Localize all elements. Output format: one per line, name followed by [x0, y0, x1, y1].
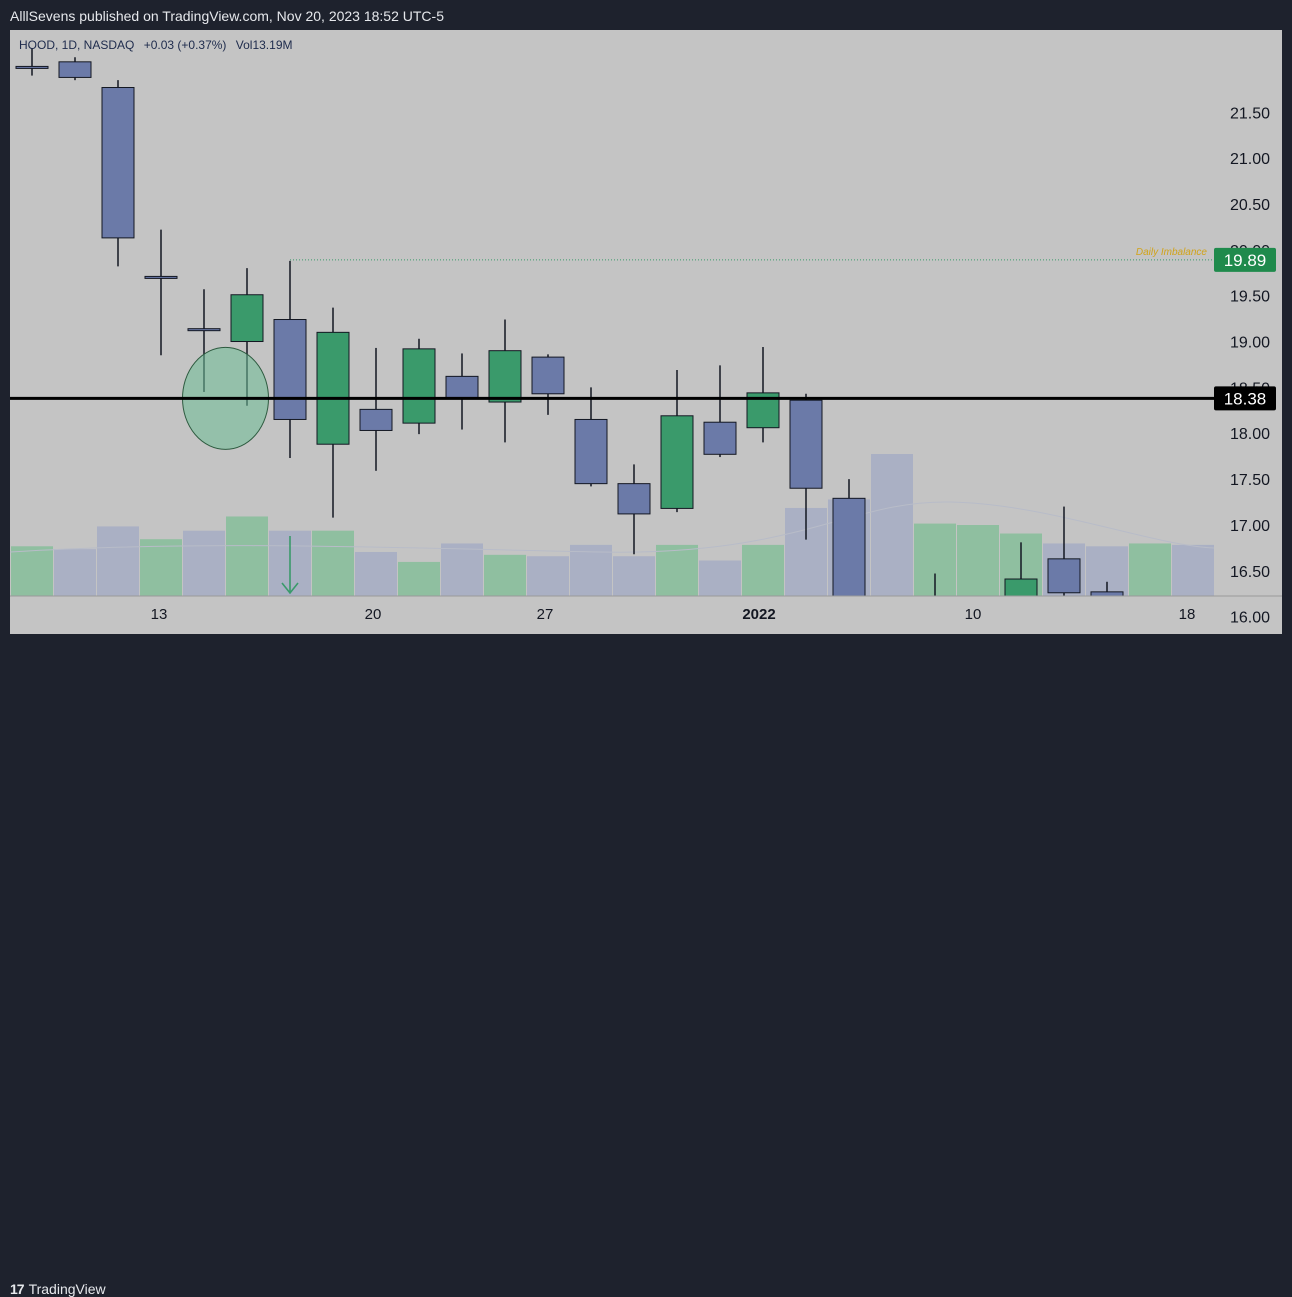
y-tick-label: 19.50 — [1230, 289, 1270, 306]
candle-body — [1090, 591, 1124, 596]
candle-body — [488, 350, 522, 403]
volume-bar — [312, 530, 354, 596]
volume-bar — [527, 556, 569, 596]
brand-label: TradingView — [28, 1281, 106, 1297]
candle-body — [445, 375, 479, 399]
candle-body — [832, 497, 866, 596]
candlestick-chart[interactable]: Daily Imbalance21.5021.0020.5020.0019.50… — [0, 0, 1292, 672]
published-caption: AlllSevens published on TradingView.com,… — [10, 8, 444, 24]
candle-body — [402, 348, 436, 424]
volume-bar — [1129, 543, 1171, 596]
candle-body — [359, 408, 393, 431]
volume-bar — [355, 551, 397, 596]
volume-bar — [871, 454, 913, 596]
volume-bar — [226, 516, 268, 596]
daily-imbalance-label: Daily Imbalance — [1136, 247, 1208, 258]
y-tick-label: 21.50 — [1230, 105, 1270, 122]
key-level-badge — [1214, 386, 1276, 411]
tradingview-brand[interactable]: 17 TradingView — [10, 1281, 106, 1297]
x-tick-label: 27 — [537, 606, 554, 623]
volume-bar — [441, 543, 483, 596]
volume-bar — [699, 560, 741, 596]
x-tick-label: 2022 — [742, 606, 775, 623]
y-tick-label: 17.00 — [1230, 518, 1270, 535]
price-change: +0.03 (+0.37%) — [143, 38, 227, 52]
volume-bar — [957, 525, 999, 596]
candle-body — [789, 399, 823, 489]
volume-bar — [97, 526, 139, 596]
volume-info: Vol13.19M — [235, 38, 293, 52]
y-tick-label: 16.00 — [1230, 610, 1270, 627]
y-tick-label: 20.50 — [1230, 197, 1270, 214]
x-tick-label: 18 — [1179, 606, 1196, 623]
candle-body — [703, 421, 737, 455]
volume-bar — [11, 546, 53, 596]
top-bar: AlllSevens published on TradingView.com,… — [0, 0, 1292, 30]
volume-bar — [742, 544, 784, 596]
down-arrow-icon — [281, 536, 299, 595]
imbalance-value: 19.89 — [1224, 251, 1267, 270]
candle-body — [58, 61, 92, 78]
volume-bar — [54, 549, 96, 596]
key-level-value: 18.38 — [1224, 389, 1267, 408]
candle-body — [919, 628, 951, 635]
y-tick-label: 19.00 — [1230, 335, 1270, 352]
candle-body — [316, 331, 350, 445]
candle-body — [574, 418, 608, 485]
plot-area: Daily Imbalance — [10, 48, 1214, 635]
candle-body — [531, 356, 565, 395]
volume-bar — [613, 556, 655, 596]
volume-bar — [183, 530, 225, 596]
x-tick-label: 13 — [151, 606, 168, 623]
bottom-bar: 17 TradingView — [0, 636, 1292, 1297]
candle-body — [15, 65, 49, 69]
symbol-legend[interactable]: HOOD, 1D, NASDAQ +0.03 (+0.37%) Vol13.19… — [19, 38, 299, 52]
volume-bar — [484, 554, 526, 596]
candle-body — [962, 630, 994, 632]
tradingview-logo-icon: 17 — [10, 1281, 25, 1297]
volume-bar — [140, 539, 182, 596]
candle-body — [1004, 578, 1038, 596]
candle-body — [101, 87, 135, 239]
candle-body — [230, 294, 264, 343]
x-tick-label: 10 — [965, 606, 982, 623]
candle-body — [144, 275, 178, 279]
candle-body — [660, 415, 694, 509]
volume-bar — [1172, 544, 1214, 596]
candle-body — [1047, 558, 1081, 594]
volume-bar — [656, 544, 698, 596]
volume-ma-line — [10, 501, 1214, 553]
candle-body — [187, 328, 221, 332]
volume-bar — [570, 544, 612, 596]
imbalance-badge — [1214, 247, 1276, 272]
candle-body — [617, 483, 651, 515]
y-tick-label: 21.00 — [1230, 151, 1270, 168]
candle-body — [273, 319, 307, 420]
y-tick-label: 18.00 — [1230, 426, 1270, 443]
symbol-info[interactable]: HOOD, 1D, NASDAQ — [19, 38, 135, 52]
y-tick-label: 17.50 — [1230, 472, 1270, 489]
y-tick-label: 16.50 — [1230, 564, 1270, 581]
x-tick-label: 20 — [365, 606, 382, 623]
volume-bar — [398, 561, 440, 596]
